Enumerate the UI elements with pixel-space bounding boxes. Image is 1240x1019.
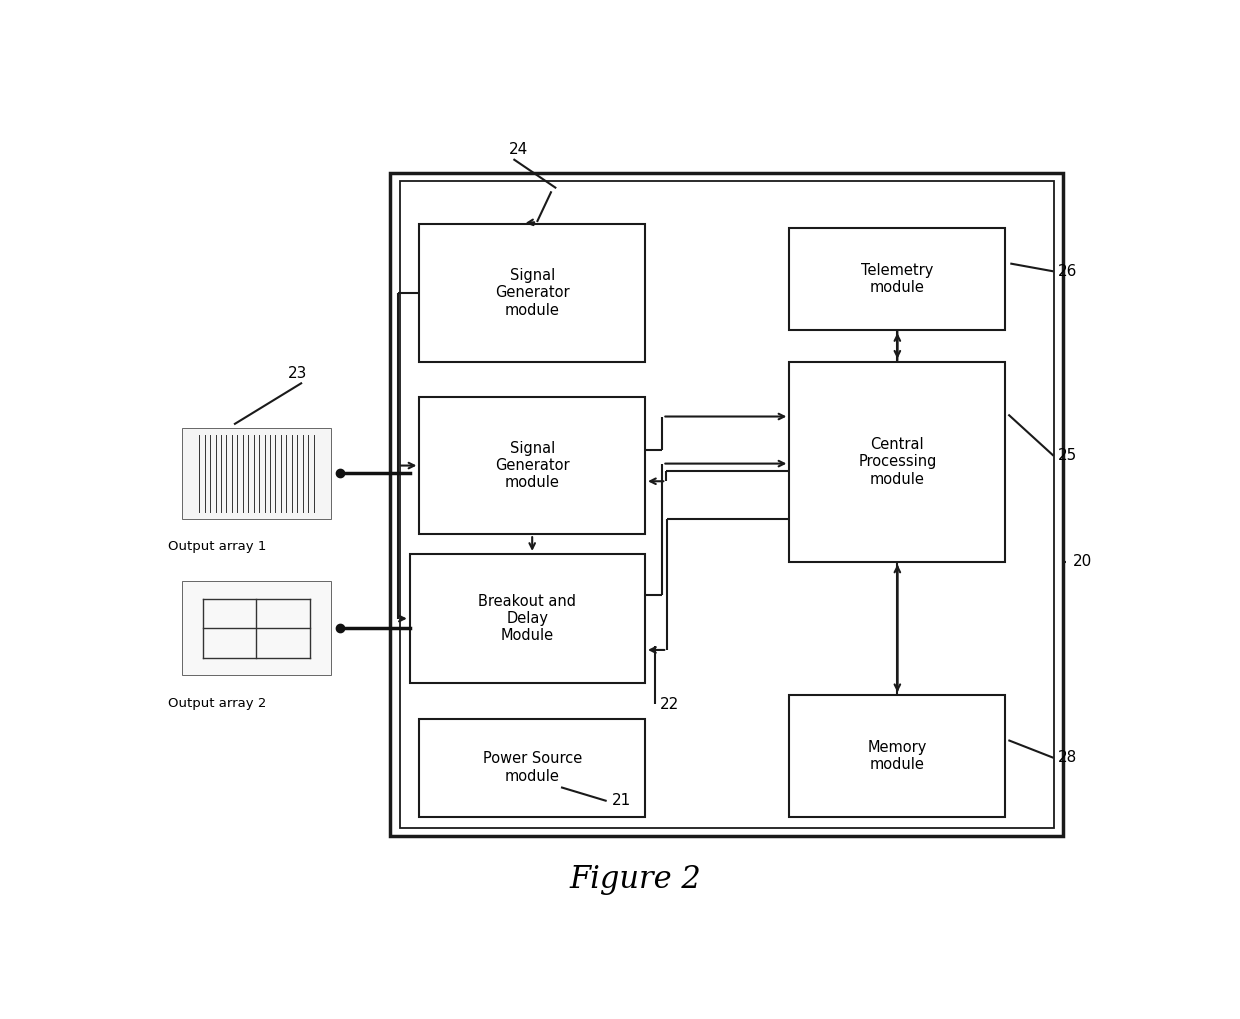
Bar bbox=[182, 428, 331, 519]
Text: 20: 20 bbox=[1073, 554, 1092, 570]
Text: 21: 21 bbox=[611, 794, 631, 808]
Text: 23: 23 bbox=[288, 366, 308, 381]
Text: Memory
module: Memory module bbox=[868, 740, 928, 772]
Bar bbox=[789, 362, 1006, 561]
Text: 26: 26 bbox=[1058, 264, 1078, 279]
Text: Signal
Generator
module: Signal Generator module bbox=[495, 268, 569, 318]
Bar bbox=[419, 224, 645, 362]
Text: Output array 1: Output array 1 bbox=[169, 540, 267, 552]
Text: Output array 2: Output array 2 bbox=[169, 697, 267, 709]
Text: Power Source
module: Power Source module bbox=[482, 751, 582, 784]
Text: 28: 28 bbox=[1058, 750, 1078, 765]
Bar bbox=[789, 228, 1006, 330]
Text: 25: 25 bbox=[1058, 448, 1078, 464]
Text: Telemetry
module: Telemetry module bbox=[862, 263, 934, 296]
Bar bbox=[182, 581, 331, 676]
Text: Breakout and
Delay
Module: Breakout and Delay Module bbox=[479, 594, 577, 643]
Text: 24: 24 bbox=[508, 143, 528, 157]
Bar bbox=[391, 173, 1063, 837]
Text: Central
Processing
module: Central Processing module bbox=[858, 437, 936, 486]
Bar bbox=[419, 397, 645, 534]
Bar bbox=[789, 695, 1006, 816]
Bar bbox=[401, 181, 1054, 828]
Bar bbox=[419, 718, 645, 816]
Text: Figure 2: Figure 2 bbox=[569, 864, 702, 895]
Text: Signal
Generator
module: Signal Generator module bbox=[495, 440, 569, 490]
Text: 22: 22 bbox=[660, 697, 678, 712]
Bar bbox=[409, 554, 645, 684]
